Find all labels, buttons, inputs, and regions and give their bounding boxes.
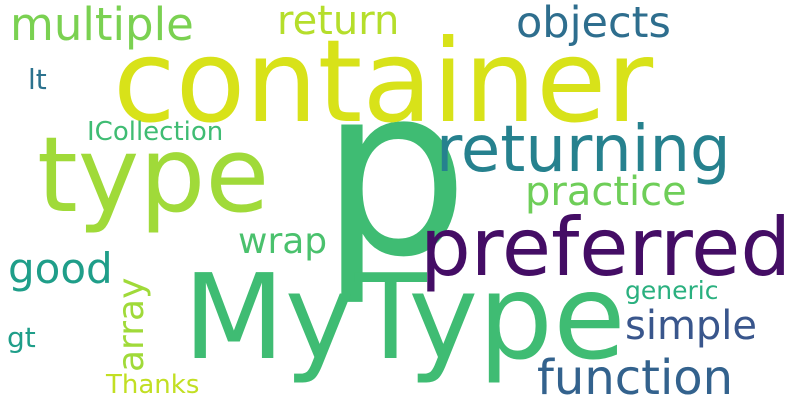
word-mytype: MyType: [183, 248, 626, 386]
word-p: p: [320, 36, 470, 309]
word-return: return: [277, 0, 400, 44]
word-preferred: preferred: [420, 201, 792, 294]
word-generic: generic: [625, 276, 719, 305]
word-objects: objects: [516, 0, 671, 48]
word-array: array: [111, 277, 152, 372]
word-wrap: wrap: [238, 221, 328, 262]
word-simple: simple: [625, 303, 758, 349]
word-thanks: Thanks: [106, 370, 200, 400]
word-function: function: [537, 350, 734, 400]
word-container: container: [113, 15, 654, 148]
word-icollection: ICollection: [87, 117, 224, 147]
word-practice: practice: [525, 169, 687, 215]
word-lt: lt: [28, 63, 47, 96]
word-good: good: [8, 244, 113, 293]
word-type: type: [37, 114, 270, 236]
word-gt: gt: [7, 321, 36, 354]
word-returning: returning: [436, 113, 731, 187]
word-multiple: multiple: [10, 0, 194, 51]
